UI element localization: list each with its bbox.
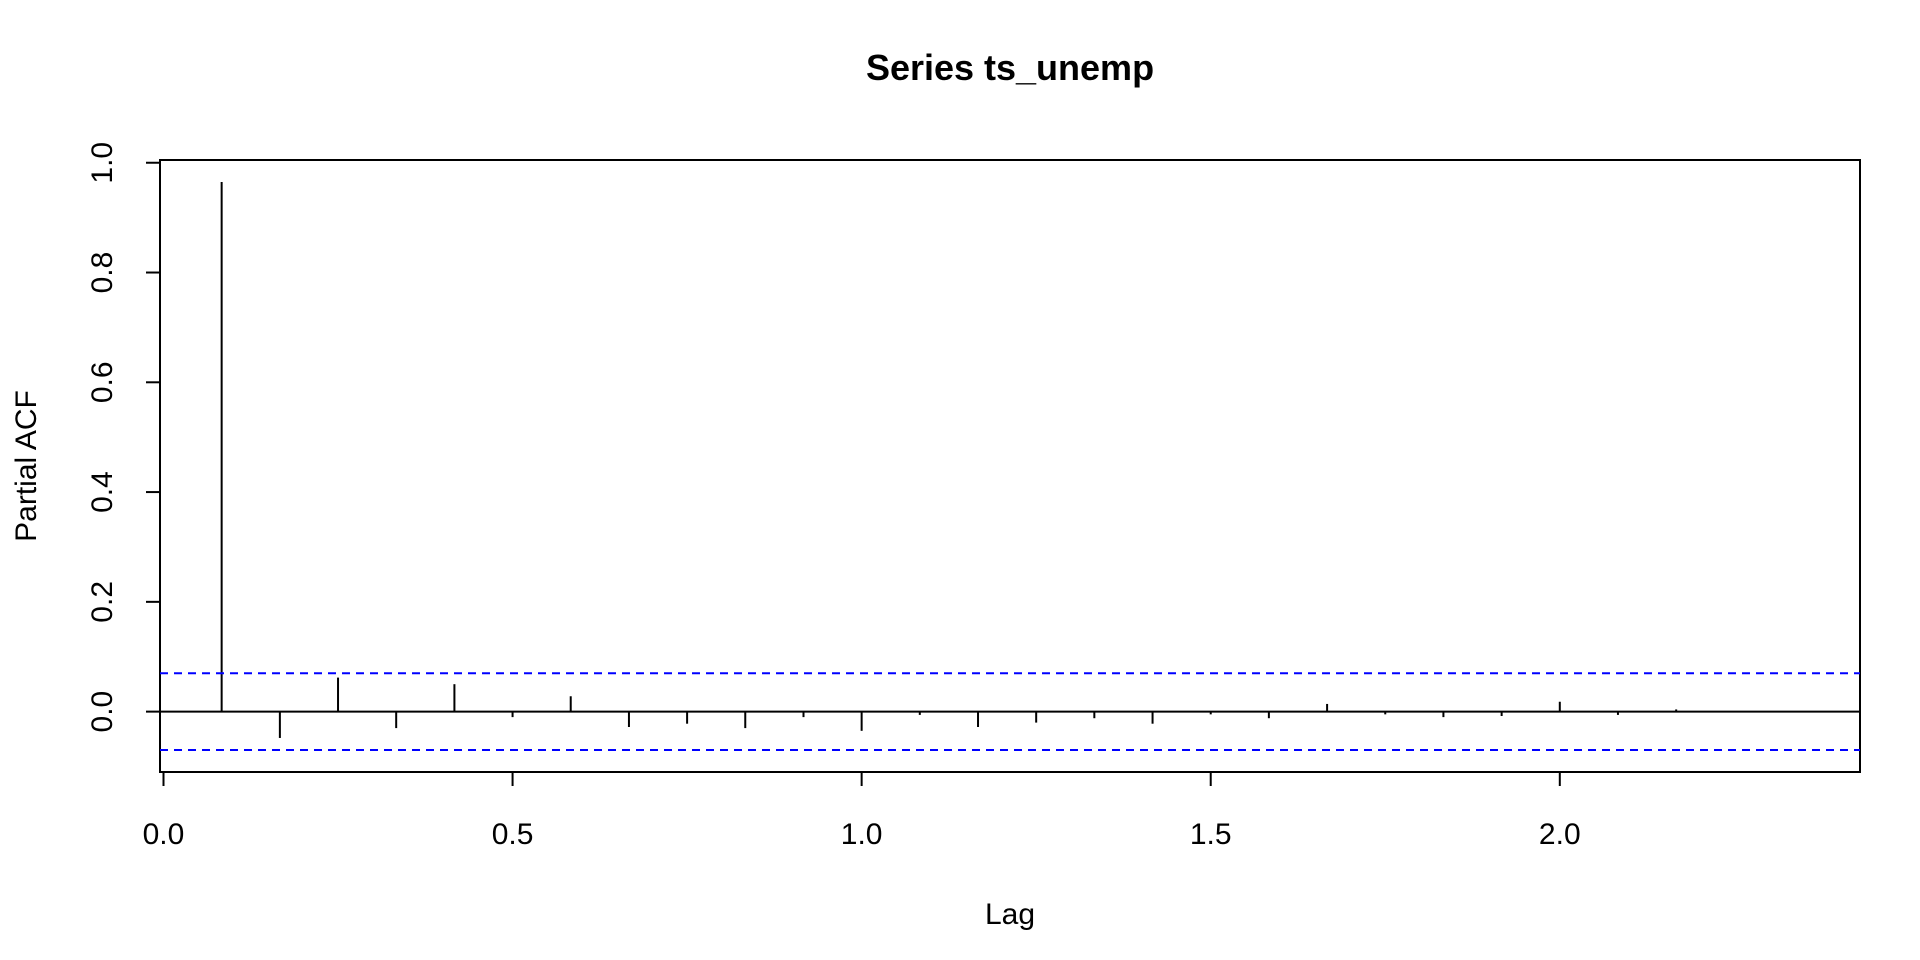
y-axis-label: Partial ACF [10,390,43,542]
x-axis: 0.0 0.5 1.0 1.5 2.0 [143,771,1581,851]
y-axis: 0.0 0.2 0.4 0.6 0.8 1.0 [86,142,161,733]
y-tick-label: 0.4 [86,471,119,513]
y-tick-label: 0.2 [86,581,119,623]
x-tick-label: 2.0 [1539,818,1581,851]
y-tick-label: 1.0 [86,142,119,184]
y-tick-label: 0.6 [86,361,119,403]
reference-lines [160,672,1860,752]
chart-title: Series ts_unemp [866,47,1154,88]
x-axis-label: Lag [985,898,1035,931]
x-tick-label: 0.5 [492,818,534,851]
plot-frame [159,159,1861,773]
x-tick-label: 0.0 [143,818,185,851]
x-tick-label: 1.5 [1190,818,1232,851]
x-tick-label: 1.0 [841,818,883,851]
y-tick-label: 0.0 [86,691,119,733]
y-tick-label: 0.8 [86,252,119,294]
pacf-bars [220,181,1678,738]
